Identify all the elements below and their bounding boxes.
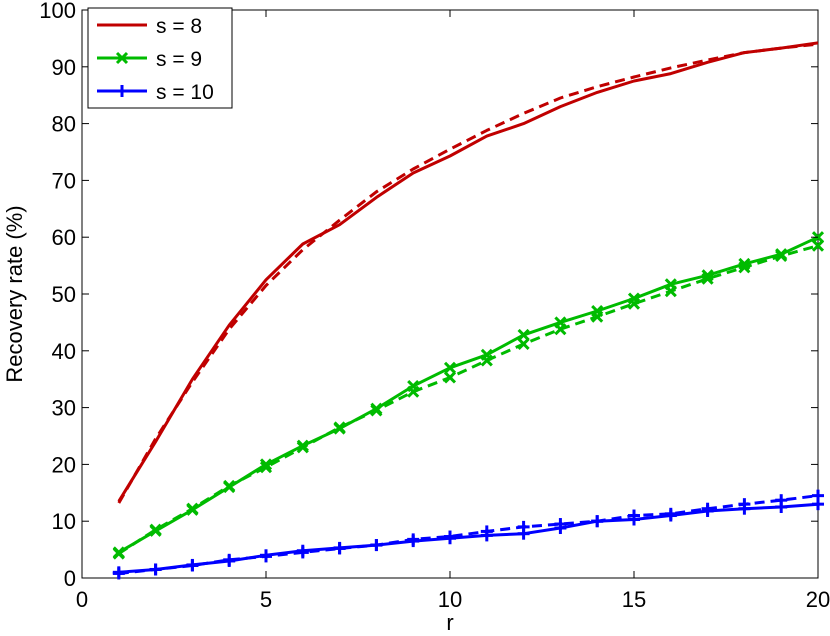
series-3-solid-point-6 xyxy=(296,544,309,557)
series-2-dashed-point-12 xyxy=(517,337,530,351)
y-tick-label-9: 80 xyxy=(52,112,76,137)
series-2-solid-point-2 xyxy=(149,524,162,537)
series-3-solid-point-10 xyxy=(444,532,456,545)
series-3-solid-point-15 xyxy=(628,513,640,526)
x-tick-label-3: 10 xyxy=(438,587,462,612)
series-2-solid-point-6 xyxy=(296,439,309,452)
series-1-dashed-line xyxy=(117,42,819,504)
series-2-solid-point-13-stroke-b xyxy=(554,316,567,329)
legend-entry-3-label: s = 10 xyxy=(156,81,214,104)
series-2-solid-point-7 xyxy=(333,422,346,435)
series-3-solid-point-7 xyxy=(333,541,346,554)
series-2-solid-point-9 xyxy=(407,379,420,393)
y-tick-label-10: 90 xyxy=(52,55,76,80)
series-2-solid-point-4-stroke-b xyxy=(223,481,236,494)
legend-entry-3-marker xyxy=(116,85,128,97)
series-3-solid-point-5 xyxy=(260,549,272,562)
series-3-solid-point-4 xyxy=(223,554,236,567)
series-3-solid-point-17 xyxy=(701,504,714,517)
series-2-solid-point-15-stroke-b xyxy=(627,292,641,305)
series-2-solid-point-3 xyxy=(186,503,199,516)
series-2-solid-point-10-stroke-b xyxy=(443,361,457,374)
x-tick-label-1: 0 xyxy=(76,587,88,612)
series-3-solid-point-8 xyxy=(370,539,383,552)
series-2-solid-point-6-stroke-b xyxy=(296,439,309,452)
series-3-solid-point-9 xyxy=(407,535,420,548)
series-2-solid-point-8-stroke-b xyxy=(370,402,383,415)
legend-entry-2-marker xyxy=(115,51,129,65)
series-2-solid-point-10 xyxy=(443,361,457,374)
series-2-dashed-point-10-stroke-b xyxy=(443,371,457,384)
series-3-solid-point-3 xyxy=(186,558,199,571)
x-axis-label: r xyxy=(446,610,453,635)
y-tick-label-5: 40 xyxy=(52,339,76,364)
legend-entry-1-label: s = 8 xyxy=(156,15,202,38)
y-tick-label-4: 30 xyxy=(52,396,76,421)
series-2-solid-point-14 xyxy=(591,304,604,318)
series-2-solid-point-9-stroke-b xyxy=(407,379,420,393)
series-1-solid-line xyxy=(117,41,819,503)
series-2-solid-point-12 xyxy=(517,328,530,341)
series-2-solid-point-17 xyxy=(701,269,714,282)
series-2-solid-point-16-stroke-b xyxy=(664,278,677,291)
series-2-solid-point-11 xyxy=(480,348,493,361)
series-3-solid-point-1 xyxy=(112,566,125,579)
series-2-solid-point-11-stroke-b xyxy=(480,348,493,361)
series-2-solid-point-15 xyxy=(627,292,641,305)
series-2-solid-point-7-stroke-b xyxy=(333,422,346,435)
y-tick-label-7: 60 xyxy=(52,225,76,250)
y-tick-label-11: 100 xyxy=(39,0,76,23)
series-layer xyxy=(112,41,825,580)
y-axis-label: Recovery rate (%) xyxy=(2,205,27,382)
series-2-solid-point-17-stroke-b xyxy=(701,269,714,282)
series-3-solid-point-11 xyxy=(480,529,493,542)
series-3-solid-point-18 xyxy=(738,502,751,515)
series-2-solid-point-3-stroke-b xyxy=(186,503,199,516)
series-2-solid-point-8 xyxy=(370,402,383,415)
x-tick-label-5: 20 xyxy=(806,587,830,612)
series-2-solid-point-2-stroke-b xyxy=(149,524,162,537)
legend-entry-2-marker-stroke-b xyxy=(115,51,129,65)
series-2-solid-point-12-stroke-b xyxy=(517,328,530,341)
series-3-solid-point-12 xyxy=(517,527,530,540)
y-tick-label-2: 10 xyxy=(52,509,76,534)
series-2-dashed-point-10 xyxy=(443,371,457,384)
series-3-solid-point-14 xyxy=(591,515,604,528)
series-2-solid-point-4 xyxy=(223,481,236,494)
series-2-solid-point-18 xyxy=(738,257,751,270)
series-2-solid-point-13 xyxy=(554,316,567,329)
y-tick-label-8: 70 xyxy=(52,168,76,193)
series-2-solid-point-1 xyxy=(112,546,125,559)
series-2-solid-point-5-stroke-b xyxy=(259,458,273,471)
series-2-solid-point-16 xyxy=(664,278,677,291)
series-3-solid-point-16 xyxy=(664,509,677,522)
series-3-solid-point-20 xyxy=(812,498,824,511)
series-2-dashed-point-12-stroke-b xyxy=(517,337,530,351)
legend-entry-2-label: s = 9 xyxy=(156,48,202,71)
legend: s = 8 s = 9 s = 10 xyxy=(87,7,233,109)
y-tick-label-6: 50 xyxy=(52,282,76,307)
x-tick-label-2: 5 xyxy=(260,587,272,612)
series-2-solid-point-19 xyxy=(775,248,788,261)
series-3-solid-point-13 xyxy=(554,522,567,535)
series-3-solid-point-19 xyxy=(775,501,788,513)
ticks-layer: 0 5 10 15 20 0 10 20 30 40 50 60 70 80 90 100 xyxy=(39,0,830,612)
series-2-solid-point-5 xyxy=(259,458,273,471)
series-2-solid-point-19-stroke-b xyxy=(775,248,788,261)
series-2-solid-point-14-stroke-b xyxy=(591,304,604,318)
series-2-solid-point-1-stroke-b xyxy=(112,546,125,559)
y-tick-label-3: 20 xyxy=(52,452,76,477)
y-tick-label-1: 0 xyxy=(64,566,76,591)
x-tick-label-4: 15 xyxy=(622,587,646,612)
series-3-solid-line xyxy=(118,502,819,574)
series-2-solid-point-18-stroke-b xyxy=(738,257,751,270)
series-2-solid-line xyxy=(118,235,819,554)
series-3-solid-point-2 xyxy=(149,563,162,576)
